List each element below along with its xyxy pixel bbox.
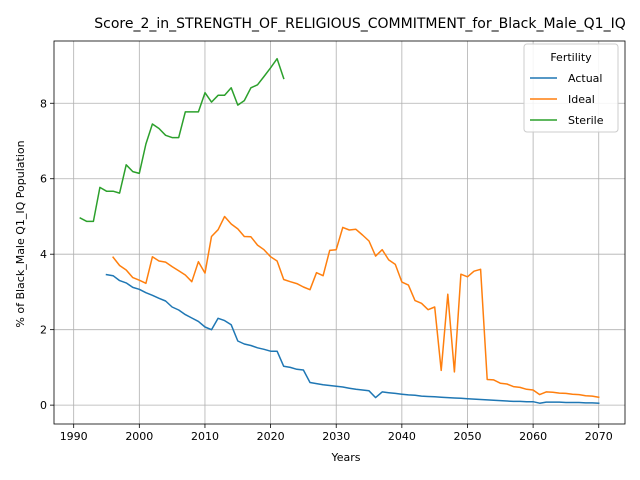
x-tick-label: 2040 bbox=[388, 430, 416, 443]
x-tick-label: 2000 bbox=[125, 430, 153, 443]
x-tick-label: 2070 bbox=[585, 430, 613, 443]
y-tick-label: 4 bbox=[40, 248, 47, 261]
x-tick-label: 1990 bbox=[60, 430, 88, 443]
x-tick-label: 2060 bbox=[519, 430, 547, 443]
x-tick-label: 2010 bbox=[191, 430, 219, 443]
y-tick-label: 0 bbox=[40, 399, 47, 412]
y-tick-label: 6 bbox=[40, 173, 47, 186]
x-tick-label: 2050 bbox=[453, 430, 481, 443]
y-tick-label: 2 bbox=[40, 324, 47, 337]
x-axis-label: Years bbox=[330, 451, 360, 464]
chart-title: Score_2_in_STRENGTH_OF_RELIGIOUS_COMMITM… bbox=[94, 16, 625, 32]
y-tick-label: 8 bbox=[40, 97, 47, 110]
x-tick-label: 2020 bbox=[257, 430, 285, 443]
legend: Fertility Actual Ideal Sterile bbox=[524, 44, 618, 132]
x-tick-label: 2030 bbox=[322, 430, 350, 443]
legend-label-ideal: Ideal bbox=[568, 93, 595, 106]
y-axis-label: % of Black_Male Q1_IQ Population bbox=[14, 140, 27, 327]
legend-label-sterile: Sterile bbox=[568, 114, 604, 127]
legend-label-actual: Actual bbox=[568, 72, 602, 85]
legend-title: Fertility bbox=[550, 51, 592, 64]
